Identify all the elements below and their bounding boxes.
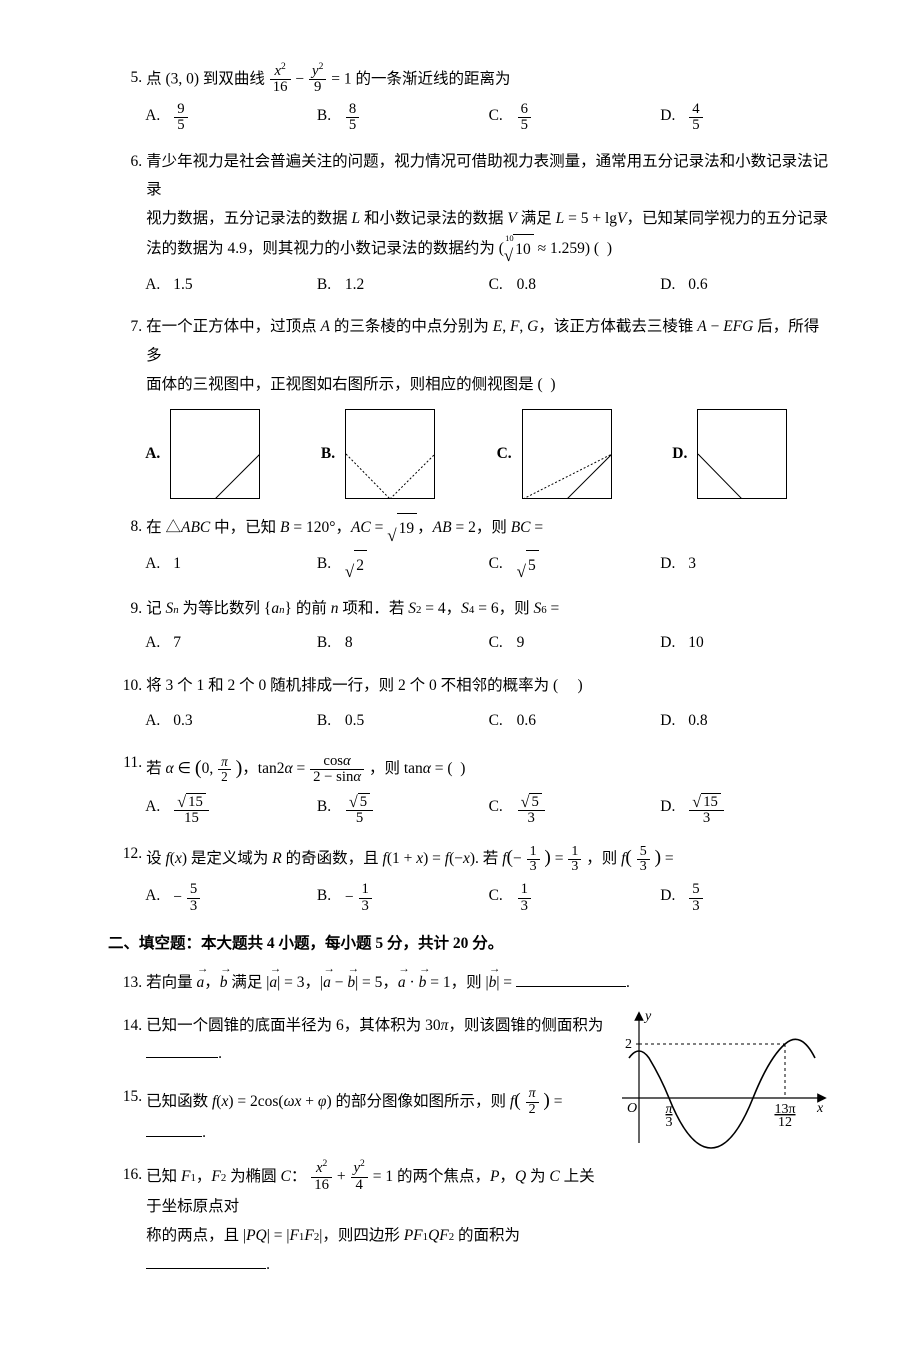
svg-text:2: 2 [625,1037,632,1052]
q13-blank [516,972,626,987]
svg-text:O: O [627,1101,637,1116]
svg-text:12: 12 [778,1115,792,1130]
q15-graph: y x O 2 π 3 13π 12 [617,1008,832,1164]
section-2-heading: 二、填空题：本大题共 4 小题，每小题 5 分，共计 20 分。 [108,930,832,959]
q5-stem: 点 (3, 0) 到双曲线 x216 − y29 = 1 的一条渐近线的距离为 [146,64,832,96]
question-6: 6. 青少年视力是社会普遍关注的问题，视力情况可借助视力表测量，通常用五分记录法… [108,148,832,299]
question-16: 16. 已知 F1，F2 为椭圆 C： x216 + y24 = 1 的两个焦点… [108,1161,832,1279]
q5-num: 5. [108,64,146,96]
q5-choices: A. 95 B. 85 C. 65 D. 45 [108,102,832,134]
q7-option-d-figure [697,409,787,499]
question-8: 8.在 △ABC 中，已知 B = 120°，AC = √19，AB = 2，则… [108,513,832,580]
svg-text:3: 3 [666,1115,673,1130]
question-11: 11. 若 α ∈ (0, π2 )，tan2α = cosα2 − sinα … [108,749,832,826]
q7-option-a-figure [170,409,260,499]
svg-text:y: y [643,1009,652,1024]
question-12: 12. 设 f(x) 是定义域为 R 的奇函数，且 f(1 + x) = f(−… [108,840,832,914]
svg-text:x: x [816,1101,824,1116]
q7-option-b-figure [345,409,435,499]
question-9: 9.记 Sn 为等比数列 {an} 的前 n 项和．若 S2 = 4，S4 = … [108,595,832,658]
question-5: 5. 点 (3, 0) 到双曲线 x216 − y29 = 1 的一条渐近线的距… [108,64,832,134]
question-7: 7. 在一个正方体中，过顶点 A 的三条棱的中点分别为 E, F, G，该正方体… [108,313,832,499]
q7-option-c-figure [522,409,612,499]
question-13: 13. 若向量 a，b 满足 |a| = 3，|a − b| = 5，a · b… [108,969,832,998]
q7-options: A. B. C. D. [108,409,832,499]
q16-blank [146,1254,266,1269]
question-10: 10.将 3 个 1 和 2 个 0 随机排成一行，则 2 个 0 不相邻的概率… [108,672,832,735]
q14-blank [146,1043,218,1058]
q15-blank [146,1122,202,1137]
